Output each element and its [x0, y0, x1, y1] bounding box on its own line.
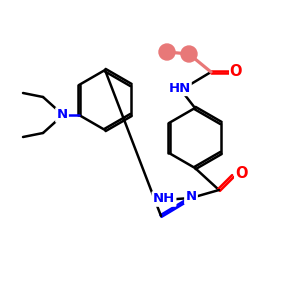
Text: N: N [185, 190, 197, 203]
Text: N: N [56, 109, 68, 122]
Circle shape [159, 44, 175, 60]
Text: HN: HN [169, 82, 191, 95]
Text: O: O [235, 167, 247, 182]
Circle shape [181, 46, 197, 62]
Text: O: O [230, 64, 242, 80]
Text: NH: NH [153, 193, 175, 206]
